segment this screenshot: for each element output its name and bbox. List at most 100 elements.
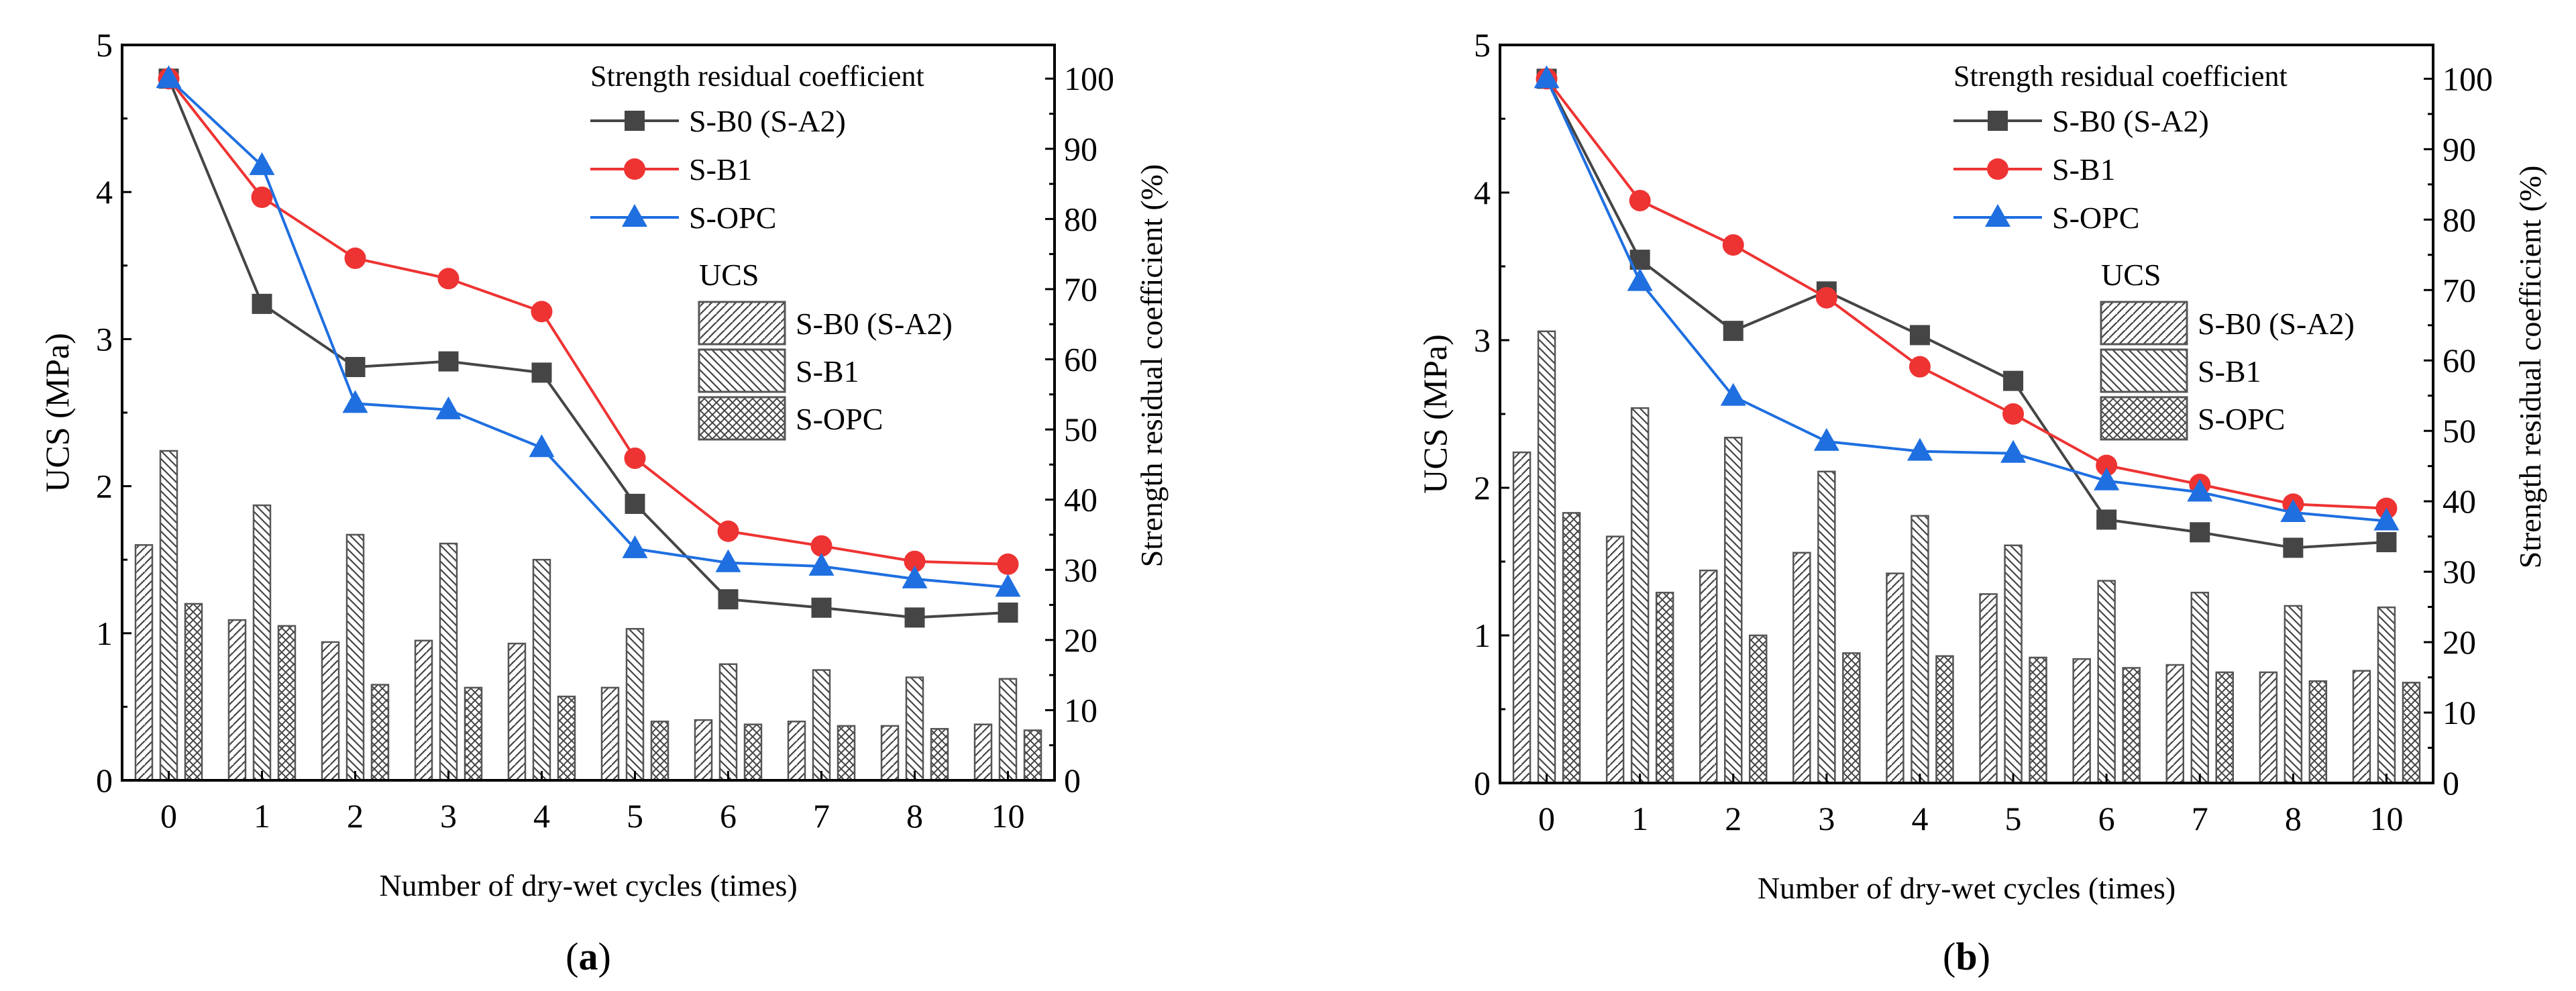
x-axis-title: Number of dry-wet cycles (times) xyxy=(1758,871,2176,905)
y-tick-label: 5 xyxy=(1474,26,1491,64)
triangle-point xyxy=(995,574,1021,597)
legend-triangle-icon xyxy=(1985,204,2010,227)
y-tick-label: 3 xyxy=(96,320,113,358)
bar-back-hatch xyxy=(812,669,831,782)
bar-cross-hatch xyxy=(2029,656,2047,784)
bar-back-hatch xyxy=(718,663,738,782)
legend-label: S-OPC xyxy=(2198,402,2285,436)
square-point xyxy=(811,597,832,618)
x-tick-label: 4 xyxy=(533,797,550,835)
legend-swatch-cross-hatch xyxy=(2100,396,2188,441)
legend-square-icon xyxy=(1988,111,2008,131)
line-legend-title: Strength residual coefficient xyxy=(1953,60,2288,93)
bar-forward-hatch xyxy=(2352,670,2371,784)
bar-forward-hatch xyxy=(1512,451,1532,784)
legend-label: S-B1 xyxy=(689,152,753,187)
bar-forward-hatch xyxy=(1886,572,1904,784)
square-point xyxy=(2376,532,2397,553)
y2-tick-label: 20 xyxy=(1064,621,1097,659)
square-point xyxy=(531,362,552,383)
legend-swatch-back-hatch xyxy=(2100,348,2188,393)
triangle-point xyxy=(2094,467,2120,490)
bar-back-hatch xyxy=(439,542,458,782)
y2-axis-title: Strength residual coefficient (%) xyxy=(1134,164,1169,568)
y-tick-label: 3 xyxy=(1474,321,1491,359)
bar-back-hatch xyxy=(1630,407,1650,784)
panel-label-close: ) xyxy=(1978,935,1990,978)
y-tick-label: 5 xyxy=(96,26,113,64)
circle-point xyxy=(1629,189,1651,211)
y2-tick-label: 40 xyxy=(1064,481,1097,519)
bar-back-hatch xyxy=(1911,515,1929,784)
x-tick-label: 1 xyxy=(254,797,270,835)
y2-tick-label: 100 xyxy=(1064,60,1114,97)
circle-point xyxy=(624,447,646,469)
square-point xyxy=(252,293,272,314)
bar-cross-hatch xyxy=(1562,512,1581,784)
x-tick-label: 0 xyxy=(160,797,177,835)
y-tick-label: 0 xyxy=(96,762,113,799)
bar-forward-hatch xyxy=(507,642,527,782)
y-tick-label: 1 xyxy=(1474,617,1491,654)
x-tick-label: 8 xyxy=(906,797,923,835)
x-tick-label: 1 xyxy=(1631,800,1648,837)
square-point xyxy=(904,607,925,628)
line-series-1 xyxy=(1545,78,2387,510)
x-tick-label: 2 xyxy=(347,797,364,835)
bar-forward-hatch xyxy=(2165,664,2184,784)
bar-back-hatch xyxy=(345,533,365,782)
bar-back-hatch xyxy=(2097,580,2116,784)
bar-cross-hatch xyxy=(1749,634,1768,784)
x-tick-label: 4 xyxy=(1911,800,1928,837)
x-tick-label: 6 xyxy=(720,797,737,835)
bar-forward-hatch xyxy=(2259,671,2278,784)
bar-back-hatch xyxy=(159,450,178,782)
legend-label: S-B0 (S-A2) xyxy=(689,104,846,138)
y2-tick-label: 100 xyxy=(2443,60,2493,97)
legend-label: S-B0 (S-A2) xyxy=(796,307,953,341)
legend-swatch-forward-hatch xyxy=(2100,301,2188,346)
bar-cross-hatch xyxy=(1935,655,1954,784)
legend-swatch-back-hatch xyxy=(698,348,786,393)
circle-point xyxy=(344,247,366,269)
line-series-0 xyxy=(1545,78,2387,550)
bar-forward-hatch xyxy=(787,721,806,782)
bar-forward-hatch xyxy=(973,723,993,782)
triangle-point xyxy=(1720,382,1746,406)
y2-tick-label: 10 xyxy=(1064,691,1097,729)
y2-tick-label: 80 xyxy=(1064,200,1097,238)
bar-cross-hatch xyxy=(930,728,949,782)
legend-circle-icon xyxy=(624,158,645,180)
bar-cross-hatch xyxy=(837,725,856,782)
bar-back-hatch xyxy=(252,504,272,782)
circle-point xyxy=(1722,234,1744,256)
bar-cross-hatch xyxy=(1023,729,1042,782)
triangle-point xyxy=(1627,268,1653,291)
y2-tick-label: 20 xyxy=(2443,623,2476,661)
square-point xyxy=(2283,537,2304,558)
triangle-point xyxy=(342,390,368,413)
y2-tick-label: 50 xyxy=(2443,412,2476,450)
y-axis-title: UCS (MPa) xyxy=(38,333,76,492)
line-series-1 xyxy=(167,77,1008,566)
bar-cross-hatch xyxy=(277,625,297,782)
y2-tick-label: 80 xyxy=(2443,201,2476,238)
y-tick-label: 0 xyxy=(1474,764,1491,802)
circle-point xyxy=(717,520,739,542)
bar-forward-hatch xyxy=(134,544,154,782)
bar-forward-hatch xyxy=(2072,658,2091,784)
bar-forward-hatch xyxy=(321,641,340,782)
square-point xyxy=(2096,509,2117,530)
x-tick-label: 3 xyxy=(440,797,457,835)
triangle-point xyxy=(1534,65,1560,89)
bar-forward-hatch xyxy=(1605,535,1625,784)
y-axis-title: UCS (MPa) xyxy=(1416,334,1454,494)
circle-point xyxy=(904,550,926,572)
bar-forward-hatch xyxy=(414,639,433,782)
square-point xyxy=(1723,321,1743,342)
panel-label-open: ( xyxy=(1943,935,1955,978)
panel-label: (a) xyxy=(566,935,611,978)
legend-circle-icon xyxy=(1987,158,2008,180)
bar-back-hatch xyxy=(625,627,645,782)
